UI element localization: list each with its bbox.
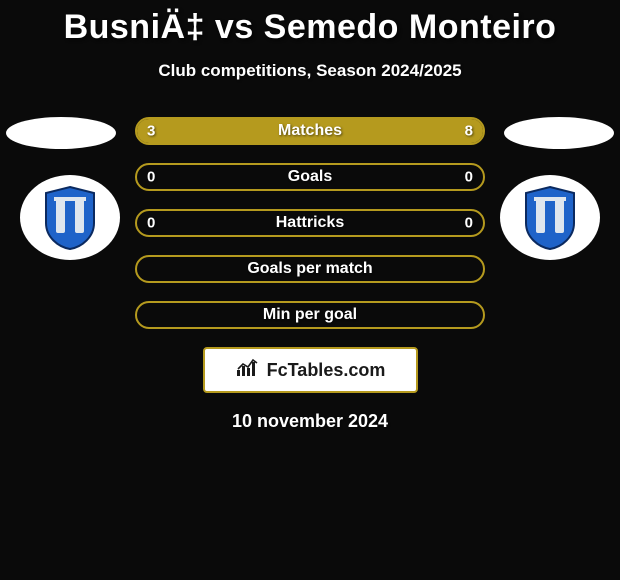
metric-bars: 38Matches 00Goals 00Hattricks Goals per mat… (135, 117, 485, 329)
club-shield-icon (522, 185, 578, 251)
club-badge-right (500, 175, 600, 260)
metric-row: Min per goal (135, 301, 485, 329)
metric-row: 38Matches (135, 117, 485, 145)
page-subtitle: Club competitions, Season 2024/2025 (0, 61, 620, 81)
player-oval-right (504, 117, 614, 149)
metric-label: Matches (137, 122, 483, 140)
metric-label: Goals (137, 168, 483, 186)
club-badge-left (20, 175, 120, 260)
metric-label: Hattricks (137, 214, 483, 232)
metric-label: Goals per match (137, 260, 483, 278)
comparison-area: 38Matches 00Goals 00Hattricks Goals per mat… (0, 117, 620, 432)
brand-text: FcTables.com (267, 360, 386, 381)
metric-row: Goals per match (135, 255, 485, 283)
brand-chart-icon (235, 358, 261, 383)
date-stamp: 10 november 2024 (0, 411, 620, 432)
player-oval-left (6, 117, 116, 149)
club-shield-icon (42, 185, 98, 251)
metric-row: 00Hattricks (135, 209, 485, 237)
brand-box: FcTables.com (203, 347, 418, 393)
page-title: BusniÄ‡ vs Semedo Monteiro (0, 0, 620, 47)
metric-row: 00Goals (135, 163, 485, 191)
metric-label: Min per goal (137, 306, 483, 324)
